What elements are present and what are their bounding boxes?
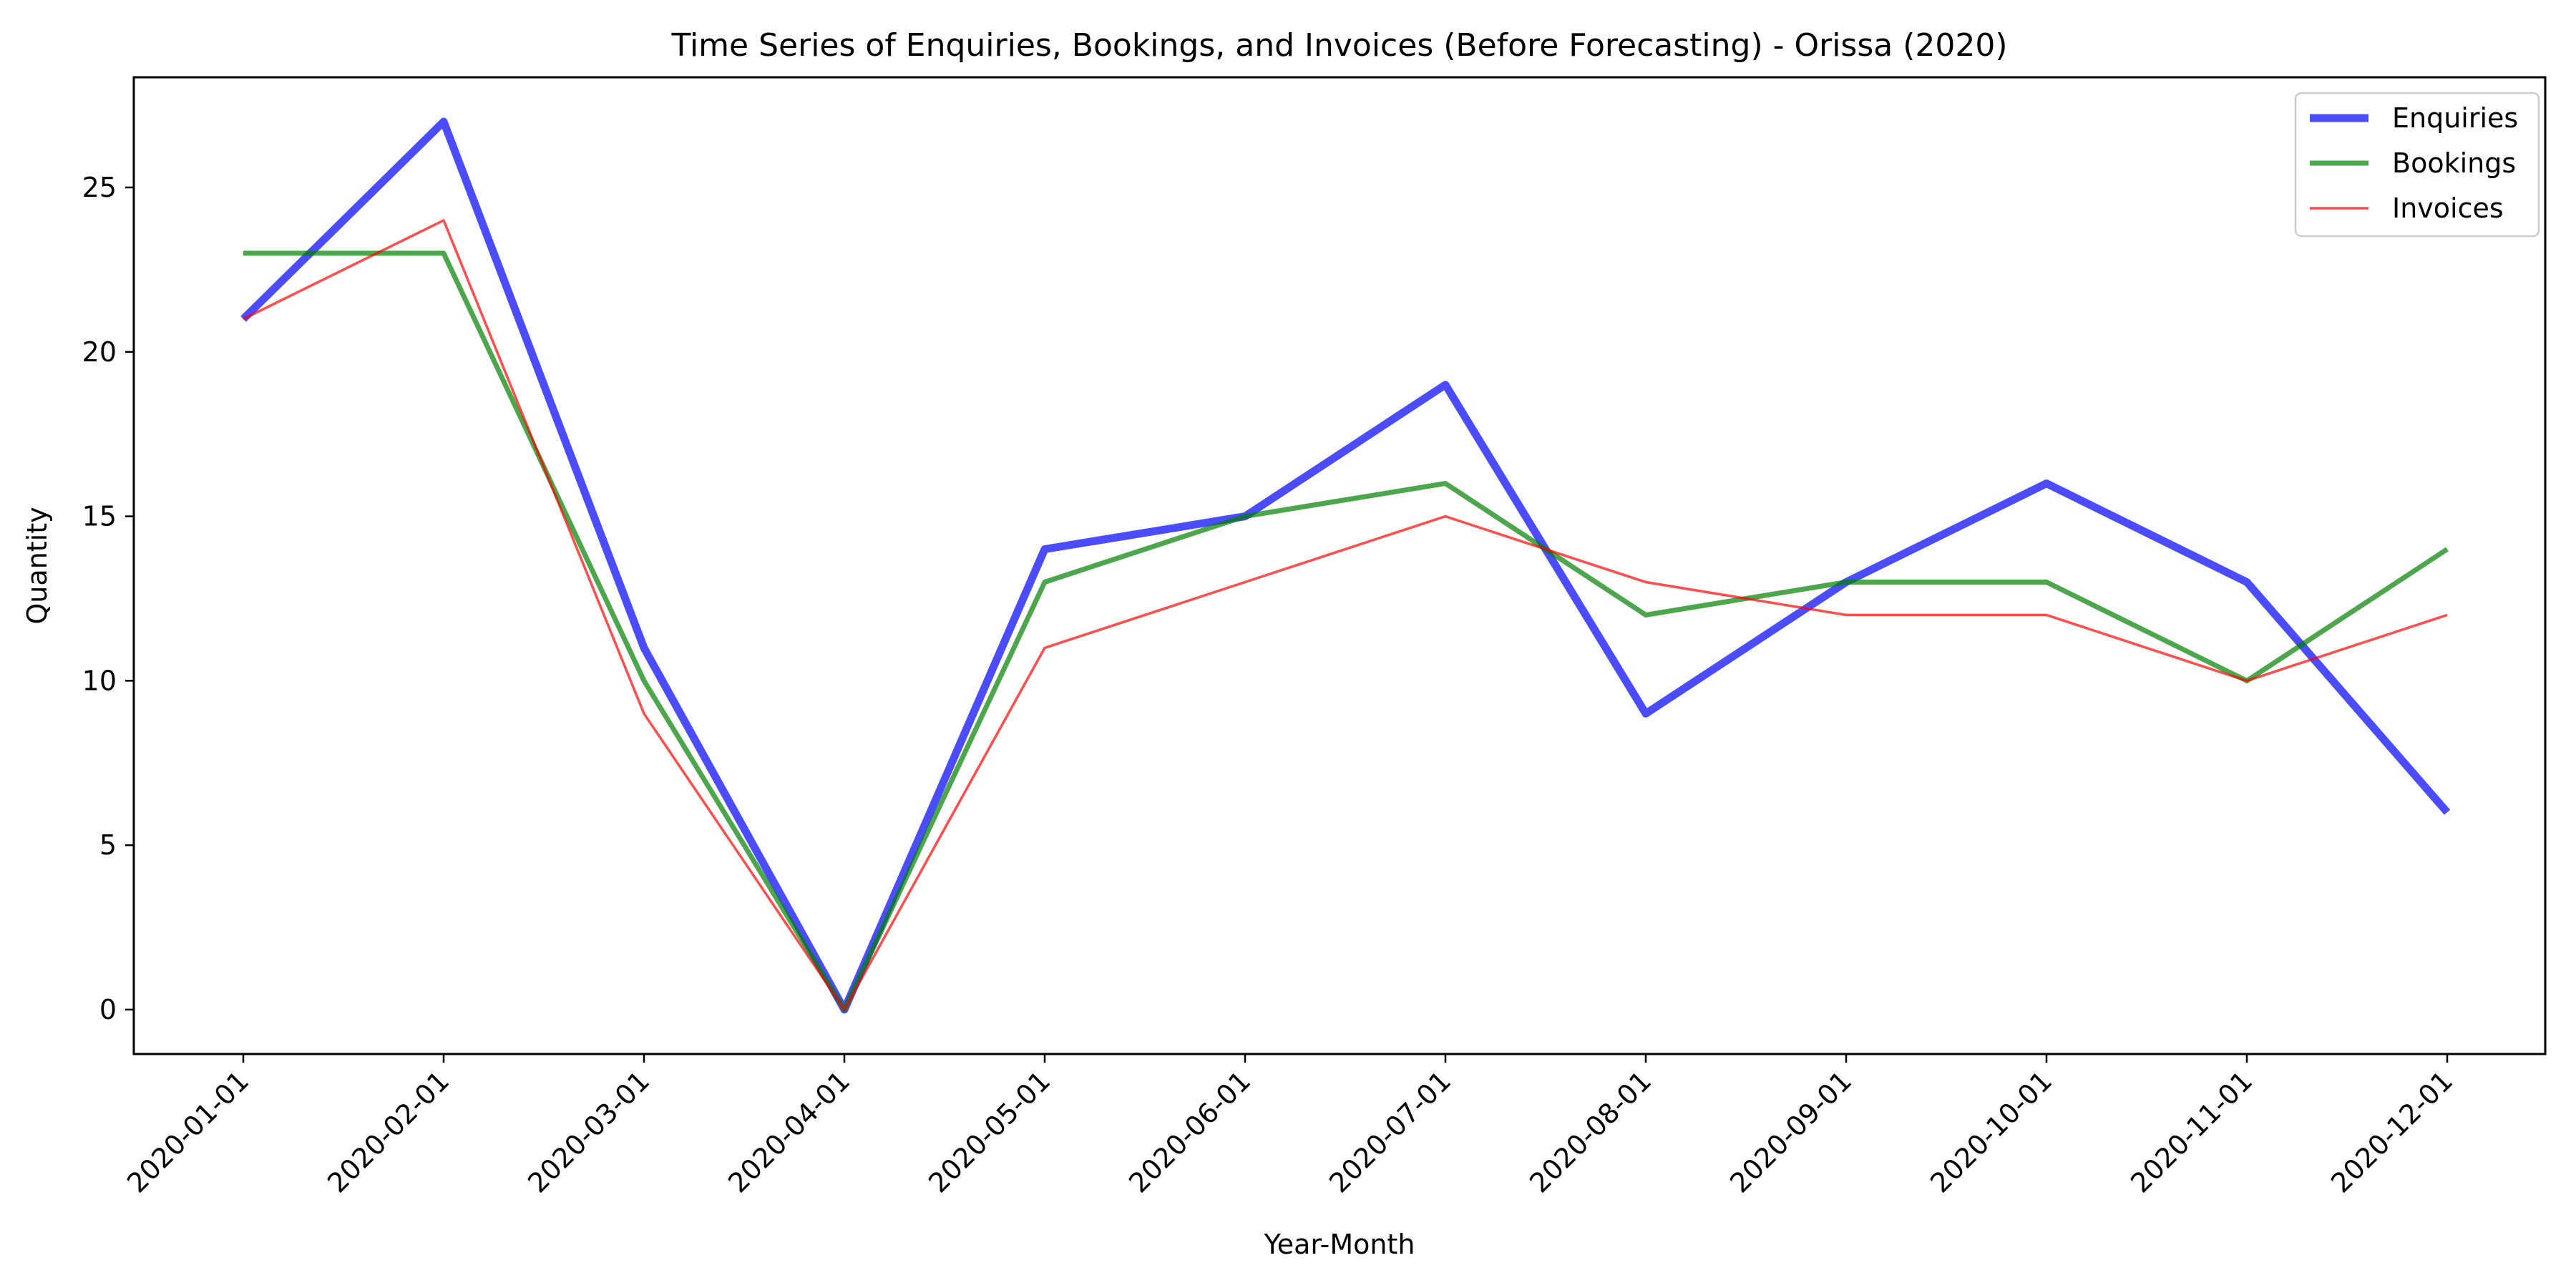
- x-axis-label: Year-Month: [1264, 1229, 1415, 1260]
- x-tick-label: 2020-02-01: [321, 1065, 455, 1199]
- y-tick-label: 10: [82, 665, 117, 696]
- y-tick-label: 20: [82, 336, 117, 368]
- y-axis-label: Quantity: [21, 507, 53, 624]
- legend-label-enquiries: Enquiries: [2392, 102, 2518, 134]
- y-tick-label: 0: [99, 994, 117, 1025]
- series-line-enquiries: [240, 117, 2451, 1014]
- x-tick-label: 2020-10-01: [1924, 1065, 2058, 1199]
- x-tick-label: 2020-11-01: [2124, 1065, 2258, 1199]
- legend-label-bookings: Bookings: [2392, 147, 2516, 179]
- legend: Enquiries Bookings Invoices: [2294, 92, 2540, 238]
- series-layer: [240, 117, 2451, 1014]
- y-tick-label: 25: [82, 172, 117, 203]
- x-tick-label: 2020-03-01: [522, 1065, 655, 1199]
- legend-label-invoices: Invoices: [2392, 192, 2504, 224]
- x-tick-label: 2020-12-01: [2325, 1065, 2459, 1199]
- series-line-bookings: [243, 250, 2449, 1013]
- chart-title: Time Series of Enquiries, Bookings, and …: [670, 27, 2007, 64]
- x-tick-label: 2020-05-01: [922, 1065, 1056, 1199]
- y-axis: 0 5 10 15 20 25: [82, 172, 134, 1025]
- x-tick-label: 2020-07-01: [1323, 1065, 1457, 1199]
- x-axis: 2020-01-01 2020-02-01 2020-03-01 2020-04-01…: [121, 1054, 2459, 1199]
- plot-area-frame: [132, 76, 2547, 1055]
- x-tick-label: 2020-08-01: [1523, 1065, 1657, 1199]
- series-line-invoices: [243, 219, 2448, 1011]
- x-tick-label: 2020-09-01: [1724, 1065, 1858, 1199]
- legend-box: [2294, 92, 2540, 238]
- x-tick-label: 2020-01-01: [121, 1065, 255, 1199]
- x-tick-label: 2020-06-01: [1123, 1065, 1257, 1199]
- y-tick-label: 5: [99, 829, 117, 861]
- y-tick-label: 15: [82, 501, 117, 532]
- x-tick-label: 2020-04-01: [722, 1065, 856, 1199]
